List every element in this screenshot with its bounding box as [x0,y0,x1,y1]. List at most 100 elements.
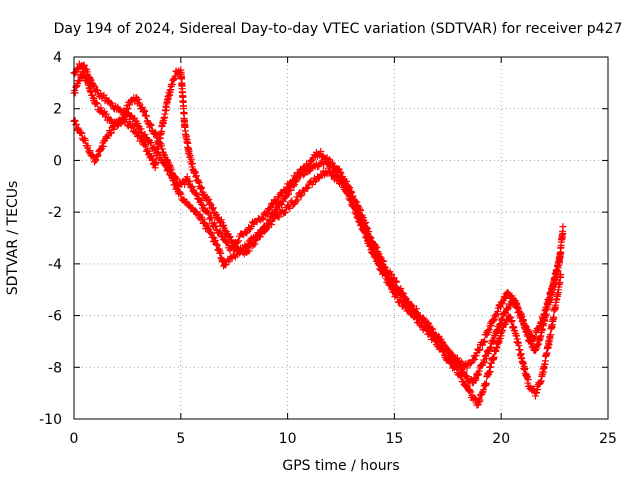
data-point [550,314,558,322]
data-point [137,125,145,133]
data-point [460,368,468,376]
data-point [87,88,95,96]
data-point [71,117,79,125]
data-point [141,130,149,138]
data-point [81,136,89,144]
data-point [547,331,555,339]
x-tick-label: 5 [176,431,185,447]
data-point [207,214,215,222]
data-point [304,184,312,192]
data-point [169,177,177,185]
data-point [442,343,450,351]
data-point [471,355,479,363]
data-point [480,338,488,346]
data-point [93,86,101,94]
data-point [204,224,212,232]
data-point [93,152,101,160]
data-point [264,209,272,217]
data-point [487,322,495,330]
data-point [198,200,206,208]
data-point [207,230,215,238]
data-point [518,312,526,320]
series-track-c [70,66,567,372]
data-point [397,291,405,299]
y-tick-label: -6 [48,309,62,325]
x-tick-label: 25 [599,431,617,447]
data-point [486,343,494,351]
data-point [186,152,194,160]
y-tick-label: 0 [53,153,62,169]
data-point [457,372,465,380]
y-axis-label: SDTVAR / TECUs [5,181,21,296]
data-point [86,147,94,155]
data-point [126,101,134,109]
data-point [519,316,527,324]
plot-frame [73,56,609,420]
data-point [234,237,242,245]
data-point [73,65,81,73]
data-point [211,236,219,244]
data-point [195,196,203,204]
data-point [451,363,459,371]
data-point [203,207,211,215]
data-point [197,197,205,205]
data-point [228,239,236,247]
data-point [205,210,213,218]
data-point [513,332,521,340]
data-point [559,230,567,238]
data-point [72,83,80,91]
data-point [475,367,483,375]
data-point [346,189,354,197]
data-point [476,345,484,353]
data-point [217,217,225,225]
data-point [374,253,382,261]
data-point [340,179,348,187]
data-point [252,236,260,244]
data-point [134,95,142,103]
data-point [270,209,278,217]
data-point [524,376,532,384]
chart-title: Day 194 of 2024, Sidereal Day-to-day VTE… [54,21,623,37]
data-point [420,317,428,325]
data-point [452,364,460,372]
data-point [131,114,139,122]
data-point [168,80,176,88]
data-point [164,164,172,172]
data-point [524,326,532,334]
data-point [106,115,114,123]
data-point [499,300,507,308]
data-point [482,379,490,387]
data-point [102,94,110,102]
data-point [71,116,79,124]
data-point [290,181,298,189]
data-point [192,208,200,216]
data-point [284,187,292,195]
data-point [107,129,115,137]
data-point [407,300,415,308]
data-point [513,302,521,310]
data-point [278,200,286,208]
data-point [131,128,139,136]
data-point [545,296,553,304]
data-point [188,183,196,191]
data-point [126,118,134,126]
data-point [475,371,483,379]
data-point [229,239,237,247]
data-point [146,120,154,128]
data-point [266,217,274,225]
data-point [259,215,267,223]
data-point [384,270,392,278]
data-point [71,89,79,97]
data-point [90,95,98,103]
x-tick-label: 0 [70,431,79,447]
data-point [284,190,292,198]
data-point [148,156,156,164]
data-point [167,171,175,179]
data-point [147,121,155,129]
grid-layer [74,57,608,419]
data-point [511,299,519,307]
x-axis-label: GPS time / hours [282,458,399,474]
data-point [413,309,421,317]
data-point [176,189,184,197]
